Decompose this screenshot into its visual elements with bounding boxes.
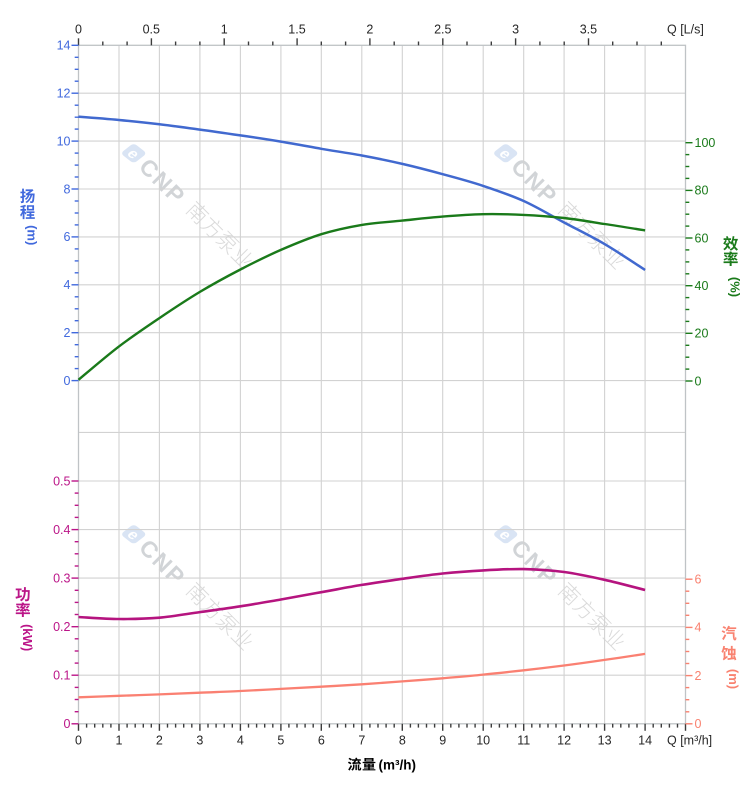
svg-text:20: 20 bbox=[695, 327, 709, 341]
svg-text:100: 100 bbox=[695, 136, 716, 150]
svg-text:1: 1 bbox=[221, 23, 228, 37]
svg-text:10: 10 bbox=[57, 134, 71, 148]
svg-text:0.4: 0.4 bbox=[53, 523, 70, 537]
svg-text:0: 0 bbox=[695, 717, 702, 731]
svg-text:0.1: 0.1 bbox=[53, 669, 70, 683]
svg-text:Q [m³/h]: Q [m³/h] bbox=[667, 734, 712, 748]
svg-text:4: 4 bbox=[64, 278, 71, 292]
svg-text:4: 4 bbox=[695, 621, 702, 635]
svg-text:0: 0 bbox=[64, 374, 71, 388]
svg-text:4: 4 bbox=[237, 734, 244, 748]
svg-text:2: 2 bbox=[64, 326, 71, 340]
svg-text:0.5: 0.5 bbox=[53, 474, 70, 488]
svg-text:Q [L/s]: Q [L/s] bbox=[667, 23, 704, 37]
svg-text:1: 1 bbox=[116, 734, 123, 748]
svg-text:80: 80 bbox=[695, 184, 709, 198]
svg-text:60: 60 bbox=[695, 231, 709, 245]
svg-text:0.3: 0.3 bbox=[53, 571, 70, 585]
svg-text:1.5: 1.5 bbox=[288, 23, 305, 37]
svg-text:12: 12 bbox=[57, 87, 71, 101]
svg-text:2: 2 bbox=[366, 23, 373, 37]
svg-text:3.5: 3.5 bbox=[580, 23, 597, 37]
svg-text:13: 13 bbox=[598, 734, 612, 748]
svg-text:8: 8 bbox=[64, 182, 71, 196]
svg-text:6: 6 bbox=[695, 573, 702, 587]
svg-text:2.5: 2.5 bbox=[434, 23, 451, 37]
svg-text:0: 0 bbox=[64, 717, 71, 731]
svg-text:6: 6 bbox=[64, 230, 71, 244]
svg-text:(m): (m) bbox=[25, 225, 40, 245]
svg-text:(m): (m) bbox=[726, 669, 741, 689]
svg-text:3: 3 bbox=[512, 23, 519, 37]
svg-text:11: 11 bbox=[517, 734, 530, 748]
svg-text:40: 40 bbox=[695, 279, 709, 293]
svg-text:14: 14 bbox=[638, 734, 652, 748]
svg-text:0: 0 bbox=[75, 23, 82, 37]
svg-text:6: 6 bbox=[318, 734, 325, 748]
svg-text:(kW): (kW) bbox=[20, 624, 34, 651]
svg-text:9: 9 bbox=[439, 734, 446, 748]
svg-text:5: 5 bbox=[277, 734, 284, 748]
svg-text:14: 14 bbox=[57, 39, 71, 53]
svg-text:0.2: 0.2 bbox=[53, 620, 70, 634]
svg-text:2: 2 bbox=[156, 734, 163, 748]
svg-text:7: 7 bbox=[358, 734, 365, 748]
svg-text:0.5: 0.5 bbox=[143, 23, 160, 37]
svg-text:0: 0 bbox=[75, 734, 82, 748]
svg-text:(%): (%) bbox=[728, 277, 743, 297]
svg-text:2: 2 bbox=[695, 669, 702, 683]
svg-text:12: 12 bbox=[557, 734, 571, 748]
svg-text:3: 3 bbox=[196, 734, 203, 748]
svg-text:(m³/h): (m³/h) bbox=[379, 758, 417, 773]
svg-text:0: 0 bbox=[695, 374, 702, 388]
svg-text:10: 10 bbox=[476, 734, 490, 748]
svg-text:8: 8 bbox=[399, 734, 406, 748]
